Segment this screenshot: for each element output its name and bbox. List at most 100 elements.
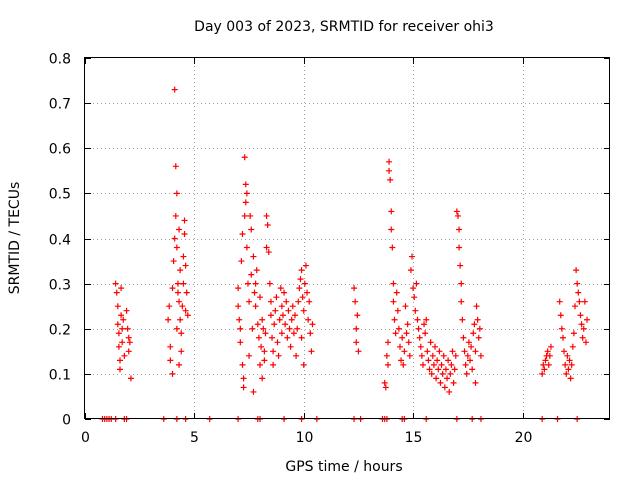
data-point [127,375,134,382]
data-point [298,267,305,274]
data-point [273,294,280,301]
data-point [283,298,290,305]
data-point [403,330,410,337]
data-point [121,352,128,359]
data-point [438,361,445,368]
data-point [243,244,250,251]
data-point [177,316,184,323]
data-point [267,312,274,319]
data-point [575,289,582,296]
data-point [179,303,186,310]
data-point [257,294,263,301]
data-point [237,339,244,346]
y-tick-label: 0.1 [49,368,71,384]
data-point [278,303,285,310]
x-tick-label: 10 [296,430,314,446]
data-point [442,366,449,373]
data-point [429,352,436,359]
plot-frame [84,57,610,419]
data-point [180,253,187,260]
data-point [406,352,413,359]
data-point [452,352,459,359]
y-tick-labels: 0 0.1 0.2 0.3 0.4 0.5 0.6 0.7 0.8 [49,52,71,429]
data-point [264,221,271,228]
data-point [295,298,302,305]
data-point [117,366,123,373]
data-point [393,289,400,296]
data-point [272,307,279,314]
data-point [470,330,477,337]
y-tick-label: 0.6 [49,142,71,158]
data-point [265,249,272,256]
data-point [562,361,569,368]
data-point [464,352,471,359]
data-point [433,375,440,382]
data-point [448,361,455,368]
data-point [559,334,566,341]
data-point [173,325,180,332]
data-point [170,258,177,265]
data-point [398,357,405,364]
data-point [388,208,395,215]
data-point [258,343,265,350]
y-tick-label: 0.8 [49,52,71,68]
data-point [577,312,584,319]
data-point [436,348,443,355]
data-point [425,357,432,364]
data-point [468,343,475,350]
data-point [301,280,308,287]
data-points [99,86,591,422]
data-point [294,325,301,332]
data-point [126,339,133,346]
data-point [474,316,481,323]
data-point [541,366,548,373]
data-point [386,167,393,174]
data-point [563,370,570,377]
data-point [581,298,588,305]
data-point [386,158,393,165]
data-point [467,357,473,364]
data-point [176,298,183,305]
data-point [441,384,448,391]
data-point [123,307,130,314]
data-point [183,289,190,296]
data-point [112,280,119,287]
data-point [416,334,423,341]
data-point [261,357,268,364]
data-point [289,303,296,310]
data-point [459,316,466,323]
data-point [449,348,456,355]
data-point [355,348,362,355]
data-point [124,325,131,332]
data-point [239,361,246,368]
y-tick-label: 0 [62,413,71,429]
data-point [304,289,311,296]
y-axis-label: SRMTID / TECUs [7,182,23,295]
data-point [445,357,452,364]
data-point [180,280,187,287]
data-point [539,370,546,377]
data-point [288,316,295,323]
data-point [300,307,307,314]
data-point [252,280,259,287]
data-point [115,343,122,350]
data-point [456,244,463,251]
data-point [237,325,244,332]
data-point [395,325,402,332]
chart-title: Day 003 of 2023, SRMTID for receiver ohi… [194,19,494,35]
data-point [446,388,453,395]
data-point [174,289,181,296]
data-point [566,357,573,364]
x-tick-label: 5 [190,430,199,446]
data-point [119,339,126,346]
data-point [125,334,132,341]
data-point [417,343,424,350]
data-point [435,366,442,373]
data-point [573,267,580,274]
data-point [582,339,589,346]
data-point [184,312,191,319]
data-point [240,384,247,391]
data-point [415,325,422,332]
y-tick-label: 0.2 [49,323,71,339]
data-point [576,298,583,305]
